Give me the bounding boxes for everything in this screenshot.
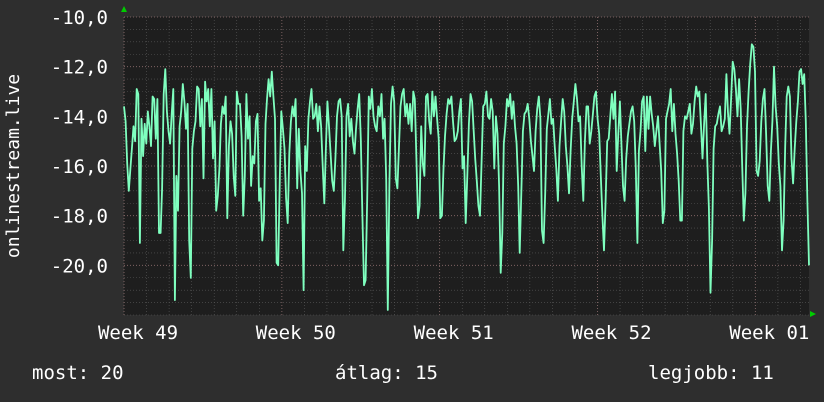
y-tick-label: -10,0: [51, 7, 108, 29]
grid: [123, 16, 809, 316]
x-tick-label: Week 52: [571, 322, 651, 344]
y-tick-label: -20,0: [51, 255, 108, 277]
y-tick-label: -12,0: [51, 57, 108, 79]
y-tick-label: -14,0: [51, 106, 108, 128]
x-tick-label: Week 49: [98, 322, 178, 344]
x-tick-labels: Week 49 Week 50 Week 51 Week 52 Week 01: [98, 322, 809, 344]
x-tick-label: Week 51: [414, 322, 494, 344]
stat-best: legjobb: 11: [648, 362, 774, 384]
x-tick-label: Week 01: [729, 322, 809, 344]
y-axis-arrow-icon: [121, 6, 127, 12]
y-tick-label: -16,0: [51, 156, 108, 178]
stat-current: most: 20: [32, 362, 124, 384]
x-axis-arrow-icon: [810, 311, 816, 317]
series-line: [123, 43, 810, 311]
stat-average: átlag: 15: [335, 362, 438, 384]
x-tick-label: Week 50: [256, 322, 336, 344]
y-axis-label: onlinestream.live: [3, 74, 24, 258]
y-tick-label: -18,0: [51, 206, 108, 228]
y-tick-labels: -10,0 -12,0 -14,0 -16,0 -18,0 -20,0: [51, 7, 108, 277]
series-group: [123, 43, 810, 311]
